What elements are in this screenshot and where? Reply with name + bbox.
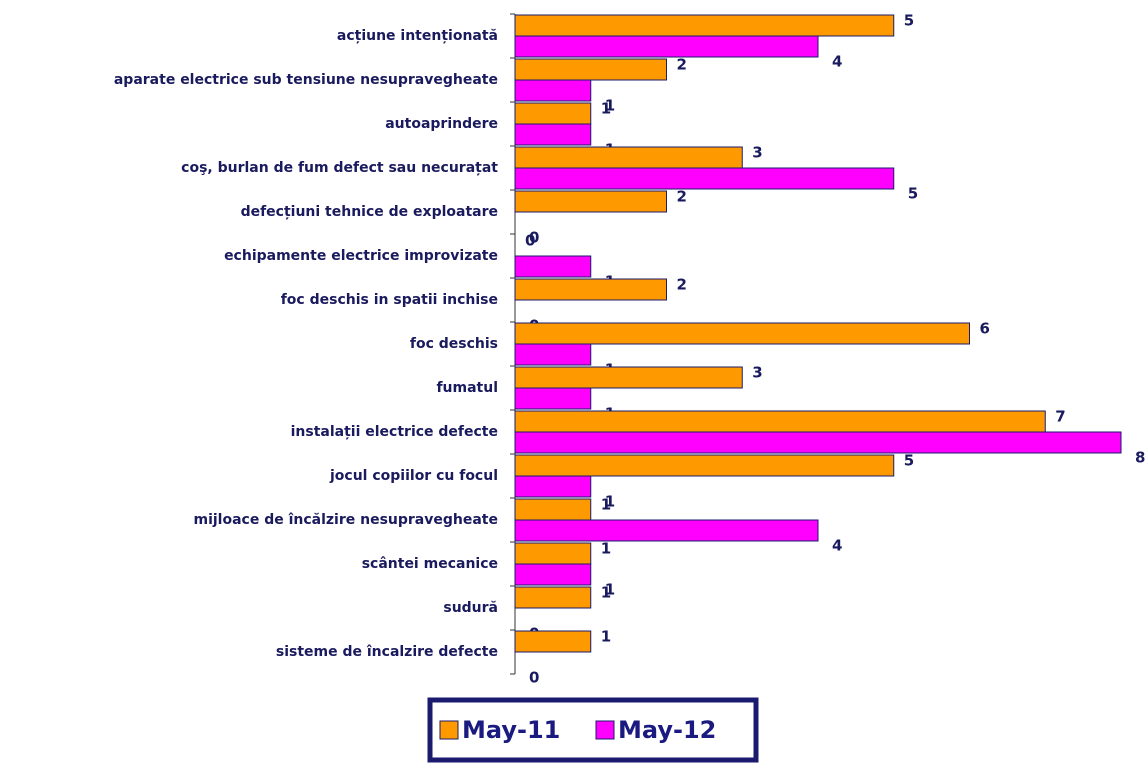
legend-swatch xyxy=(439,720,459,740)
bar xyxy=(514,454,895,477)
bar xyxy=(514,563,592,586)
bar xyxy=(514,586,592,609)
bar xyxy=(514,630,592,653)
value-label: 7 xyxy=(1055,408,1065,426)
value-label: 3 xyxy=(752,364,762,382)
value-label: 1 xyxy=(601,540,611,558)
bar xyxy=(514,475,592,498)
value-label: 8 xyxy=(1135,449,1145,467)
value-label: 3 xyxy=(752,144,762,162)
legend-box xyxy=(427,697,759,763)
category-label: foc deschis in spatii inchise xyxy=(281,292,498,308)
bar xyxy=(514,190,667,213)
value-label: 4 xyxy=(832,53,842,71)
category-label: autoaprindere xyxy=(385,116,498,132)
bar xyxy=(514,343,592,366)
bar xyxy=(514,102,592,125)
value-label: 5 xyxy=(904,452,914,470)
value-label: 0 xyxy=(525,232,535,250)
bar xyxy=(514,146,743,169)
value-label: 2 xyxy=(677,56,687,74)
bar xyxy=(514,79,592,102)
value-label: 6 xyxy=(980,320,990,338)
category-label: aparate electrice sub tensiune nesuprave… xyxy=(114,72,498,88)
value-label: 1 xyxy=(601,100,611,118)
value-label: 1 xyxy=(605,581,615,599)
bar xyxy=(514,410,1046,433)
value-label: 2 xyxy=(677,188,687,206)
value-label: 4 xyxy=(832,537,842,555)
bar xyxy=(514,387,592,410)
category-label: defecțiuni tehnice de exploatare xyxy=(241,204,498,220)
value-label: 1 xyxy=(601,628,611,646)
bar xyxy=(514,322,970,345)
bar xyxy=(514,431,1122,454)
value-label: 2 xyxy=(677,276,687,294)
bar xyxy=(514,519,819,542)
bar xyxy=(514,14,895,37)
category-label: mijloace de încălzire nesupravegheate xyxy=(193,512,498,528)
value-label: 0 xyxy=(529,669,539,687)
legend-label: May-12 xyxy=(618,716,716,744)
value-label: 1 xyxy=(605,97,615,115)
category-label: coş, burlan de fum defect sau necurațat xyxy=(181,160,498,176)
category-label: instalații electrice defecte xyxy=(291,424,498,440)
value-label: 1 xyxy=(601,584,611,602)
value-label: 1 xyxy=(605,493,615,511)
value-label: 5 xyxy=(904,12,914,30)
bar xyxy=(514,58,667,81)
category-label: acțiune intenționată xyxy=(337,28,498,44)
bar xyxy=(514,255,592,278)
value-label: 5 xyxy=(908,185,918,203)
category-label: sisteme de încalzire defecte xyxy=(276,644,498,660)
bar xyxy=(514,498,592,521)
value-label: 0 xyxy=(529,229,539,247)
category-label: foc deschis xyxy=(410,336,498,352)
value-label: 1 xyxy=(601,496,611,514)
legend-swatch xyxy=(595,720,615,740)
bar xyxy=(514,278,667,301)
category-label: jocul copiilor cu focul xyxy=(329,468,498,484)
category-label: sudură xyxy=(443,600,498,616)
category-label: scântei mecanice xyxy=(362,556,498,572)
bar xyxy=(514,35,819,58)
bar xyxy=(514,366,743,389)
legend-label: May-11 xyxy=(462,716,560,744)
category-label: fumatul xyxy=(436,380,498,396)
bar xyxy=(514,123,592,146)
category-label: echipamente electrice improvizate xyxy=(224,248,498,264)
bar xyxy=(514,542,592,565)
bar xyxy=(514,167,895,190)
